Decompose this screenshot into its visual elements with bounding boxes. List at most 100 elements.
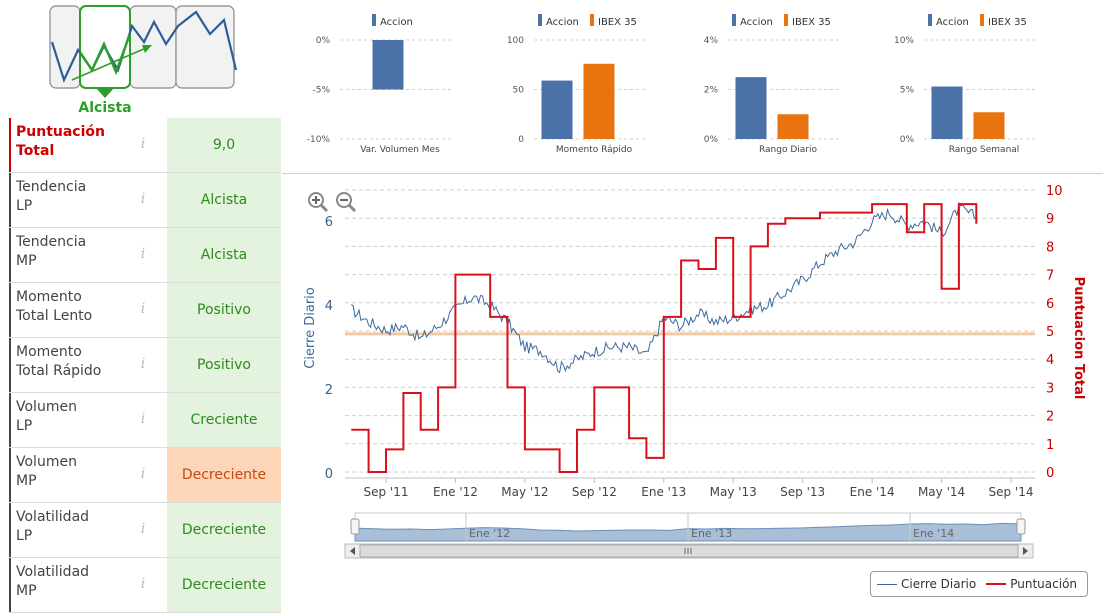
section-divider xyxy=(282,173,1103,174)
indicator-row: Puntuación Total i 9,0 xyxy=(9,118,281,173)
scroll-left-arrow-icon[interactable] xyxy=(350,547,355,555)
indicator-row: Momento Total Rápido i Positivo xyxy=(9,338,281,393)
legend-label-ibex: IBEX 35 xyxy=(598,17,637,28)
legend-label-accion: Accion xyxy=(380,17,413,28)
info-icon[interactable]: i xyxy=(140,191,146,207)
indicator-name: Volumen LP xyxy=(9,393,167,447)
mini-x-label: Rango Diario xyxy=(759,145,818,155)
legend-item-cierre[interactable]: Cierre Diario xyxy=(877,577,976,591)
mini-legend: Accion IBEX 35 xyxy=(732,14,831,28)
x-tick-label: Ene '13 xyxy=(641,485,686,499)
bar-accion xyxy=(735,77,767,139)
scrollbar-thumb[interactable] xyxy=(359,544,1019,558)
indicator-value: Positivo xyxy=(167,283,281,337)
y-tick-left: 4 xyxy=(325,299,333,314)
info-icon[interactable]: i xyxy=(140,521,146,537)
mini-chart-var-volumen: Accion 0% -5% -10% Var. Volumen Mes xyxy=(307,14,452,155)
legend-item-puntuacion[interactable]: Puntuación xyxy=(986,577,1077,591)
y-tick-left: 6 xyxy=(325,215,333,230)
zoom-in-button[interactable] xyxy=(308,192,329,213)
y-tick-right: 5 xyxy=(1046,325,1054,340)
info-icon[interactable]: i xyxy=(140,136,146,152)
chart-navigator[interactable]: Ene '12 Ene '13 Ene '14 xyxy=(350,512,1026,542)
info-icon[interactable]: i xyxy=(140,576,146,592)
x-tick-label: May '14 xyxy=(918,485,965,499)
info-icon[interactable]: i xyxy=(140,466,146,482)
indicator-row: Tendencia MP i Alcista xyxy=(9,228,281,283)
y-tick-right: 10 xyxy=(1046,184,1063,199)
legend-swatch-puntuacion xyxy=(986,583,1007,585)
indicator-table: Puntuación Total i 9,0 Tendencia LP i Alcista Te… xyxy=(9,118,281,613)
legend-label-accion: Accion xyxy=(936,17,969,28)
legend-swatch-ibex xyxy=(784,14,788,26)
mini-y-tick: -10% xyxy=(307,135,331,145)
navigator-label: Ene '13 xyxy=(691,527,732,540)
scroll-right-arrow-icon[interactable] xyxy=(1023,547,1028,555)
indicator-name: Tendencia LP xyxy=(9,173,167,227)
legend-swatch-accion xyxy=(538,14,542,26)
indicator-name-line2: MP xyxy=(16,583,37,599)
y-axis-title-right: Puntuacion Total xyxy=(1071,277,1086,400)
navigator-label: Ene '12 xyxy=(469,527,510,540)
indicator-name-line2: Total Lento xyxy=(16,308,93,324)
mini-chart-rango-semanal: Accion IBEX 35 10% 5% 0% Rango Semanal xyxy=(894,14,1036,155)
legend-label-puntuacion: Puntuación xyxy=(1010,577,1078,591)
legend-label-accion: Accion xyxy=(740,17,773,28)
navigator-scrollbar[interactable] xyxy=(344,543,1034,559)
mini-y-tick: 50 xyxy=(513,86,525,96)
logo-label: Alcista xyxy=(78,100,131,116)
indicator-value: Decreciente xyxy=(167,503,281,557)
bar-ibex xyxy=(777,114,809,139)
indicator-name-line1: Tendencia xyxy=(16,234,87,250)
y-tick-left: 2 xyxy=(325,383,333,398)
indicator-row: Tendencia LP i Alcista xyxy=(9,173,281,228)
indicator-name-line2: LP xyxy=(16,198,33,214)
mini-x-label: Momento Rápido xyxy=(556,145,633,155)
indicator-value: Alcista xyxy=(167,173,281,227)
indicator-row: Volatilidad MP i Decreciente xyxy=(9,558,281,613)
indicator-name: Volatilidad LP xyxy=(9,503,167,557)
indicator-name-line1: Volatilidad xyxy=(16,564,90,580)
indicator-row: Volumen MP i Decreciente xyxy=(9,448,281,503)
navigator-right-handle[interactable] xyxy=(1016,518,1026,535)
indicator-name-line1: Volumen xyxy=(16,454,77,470)
mini-y-tick: 4% xyxy=(704,36,719,46)
mini-y-tick: 0% xyxy=(316,36,331,46)
bar-ibex xyxy=(973,112,1005,139)
x-tick-label: May '13 xyxy=(710,485,757,499)
mini-y-tick: 0% xyxy=(900,135,915,145)
y-tick-right: 3 xyxy=(1046,381,1054,396)
indicator-name-line1: Volumen xyxy=(16,399,77,415)
bar-accion xyxy=(931,86,963,139)
indicator-name: Momento Total Rápido xyxy=(9,338,167,392)
mini-chart-momento-rapido: Accion IBEX 35 100 50 0 Momento Rápido xyxy=(507,14,646,155)
indicator-value: Positivo xyxy=(167,338,281,392)
info-icon[interactable]: i xyxy=(140,246,146,262)
mini-legend: Accion IBEX 35 xyxy=(538,14,637,28)
legend-swatch-accion xyxy=(928,14,932,26)
x-tick-label: Ene '12 xyxy=(433,485,478,499)
indicator-value: 9,0 xyxy=(167,118,281,172)
indicator-name-line2: Total Rápido xyxy=(16,363,102,379)
zoom-out-button[interactable] xyxy=(336,192,357,213)
main-price-score-chart: 0 2 4 6 0 1 2 3 4 5 6 7 8 9 10 Cierre Diario Puntuacion … xyxy=(303,184,1086,559)
mini-y-tick: -5% xyxy=(312,86,330,96)
mini-y-tick: 2% xyxy=(704,86,719,96)
info-icon[interactable]: i xyxy=(140,356,146,372)
indicator-row: Volatilidad LP i Decreciente xyxy=(9,503,281,558)
x-tick-label: Sep '14 xyxy=(989,485,1034,499)
chart-legend[interactable]: Cierre Diario Puntuación xyxy=(870,571,1088,597)
x-tick-label: Ene '14 xyxy=(850,485,895,499)
trend-logo-graphic: Alcista xyxy=(49,5,238,116)
info-icon[interactable]: i xyxy=(140,411,146,427)
legend-label-accion: Accion xyxy=(546,17,579,28)
navigator-left-handle[interactable] xyxy=(350,518,360,535)
indicator-row: Momento Total Lento i Positivo xyxy=(9,283,281,338)
indicator-name-line2: Total xyxy=(16,143,55,159)
legend-swatch-accion xyxy=(372,14,376,26)
indicator-name-line2: LP xyxy=(16,528,33,544)
trend-logo: Alcista xyxy=(48,4,238,122)
info-icon[interactable]: i xyxy=(140,301,146,317)
mini-x-label: Var. Volumen Mes xyxy=(360,145,440,155)
y-tick-right: 1 xyxy=(1046,438,1054,453)
